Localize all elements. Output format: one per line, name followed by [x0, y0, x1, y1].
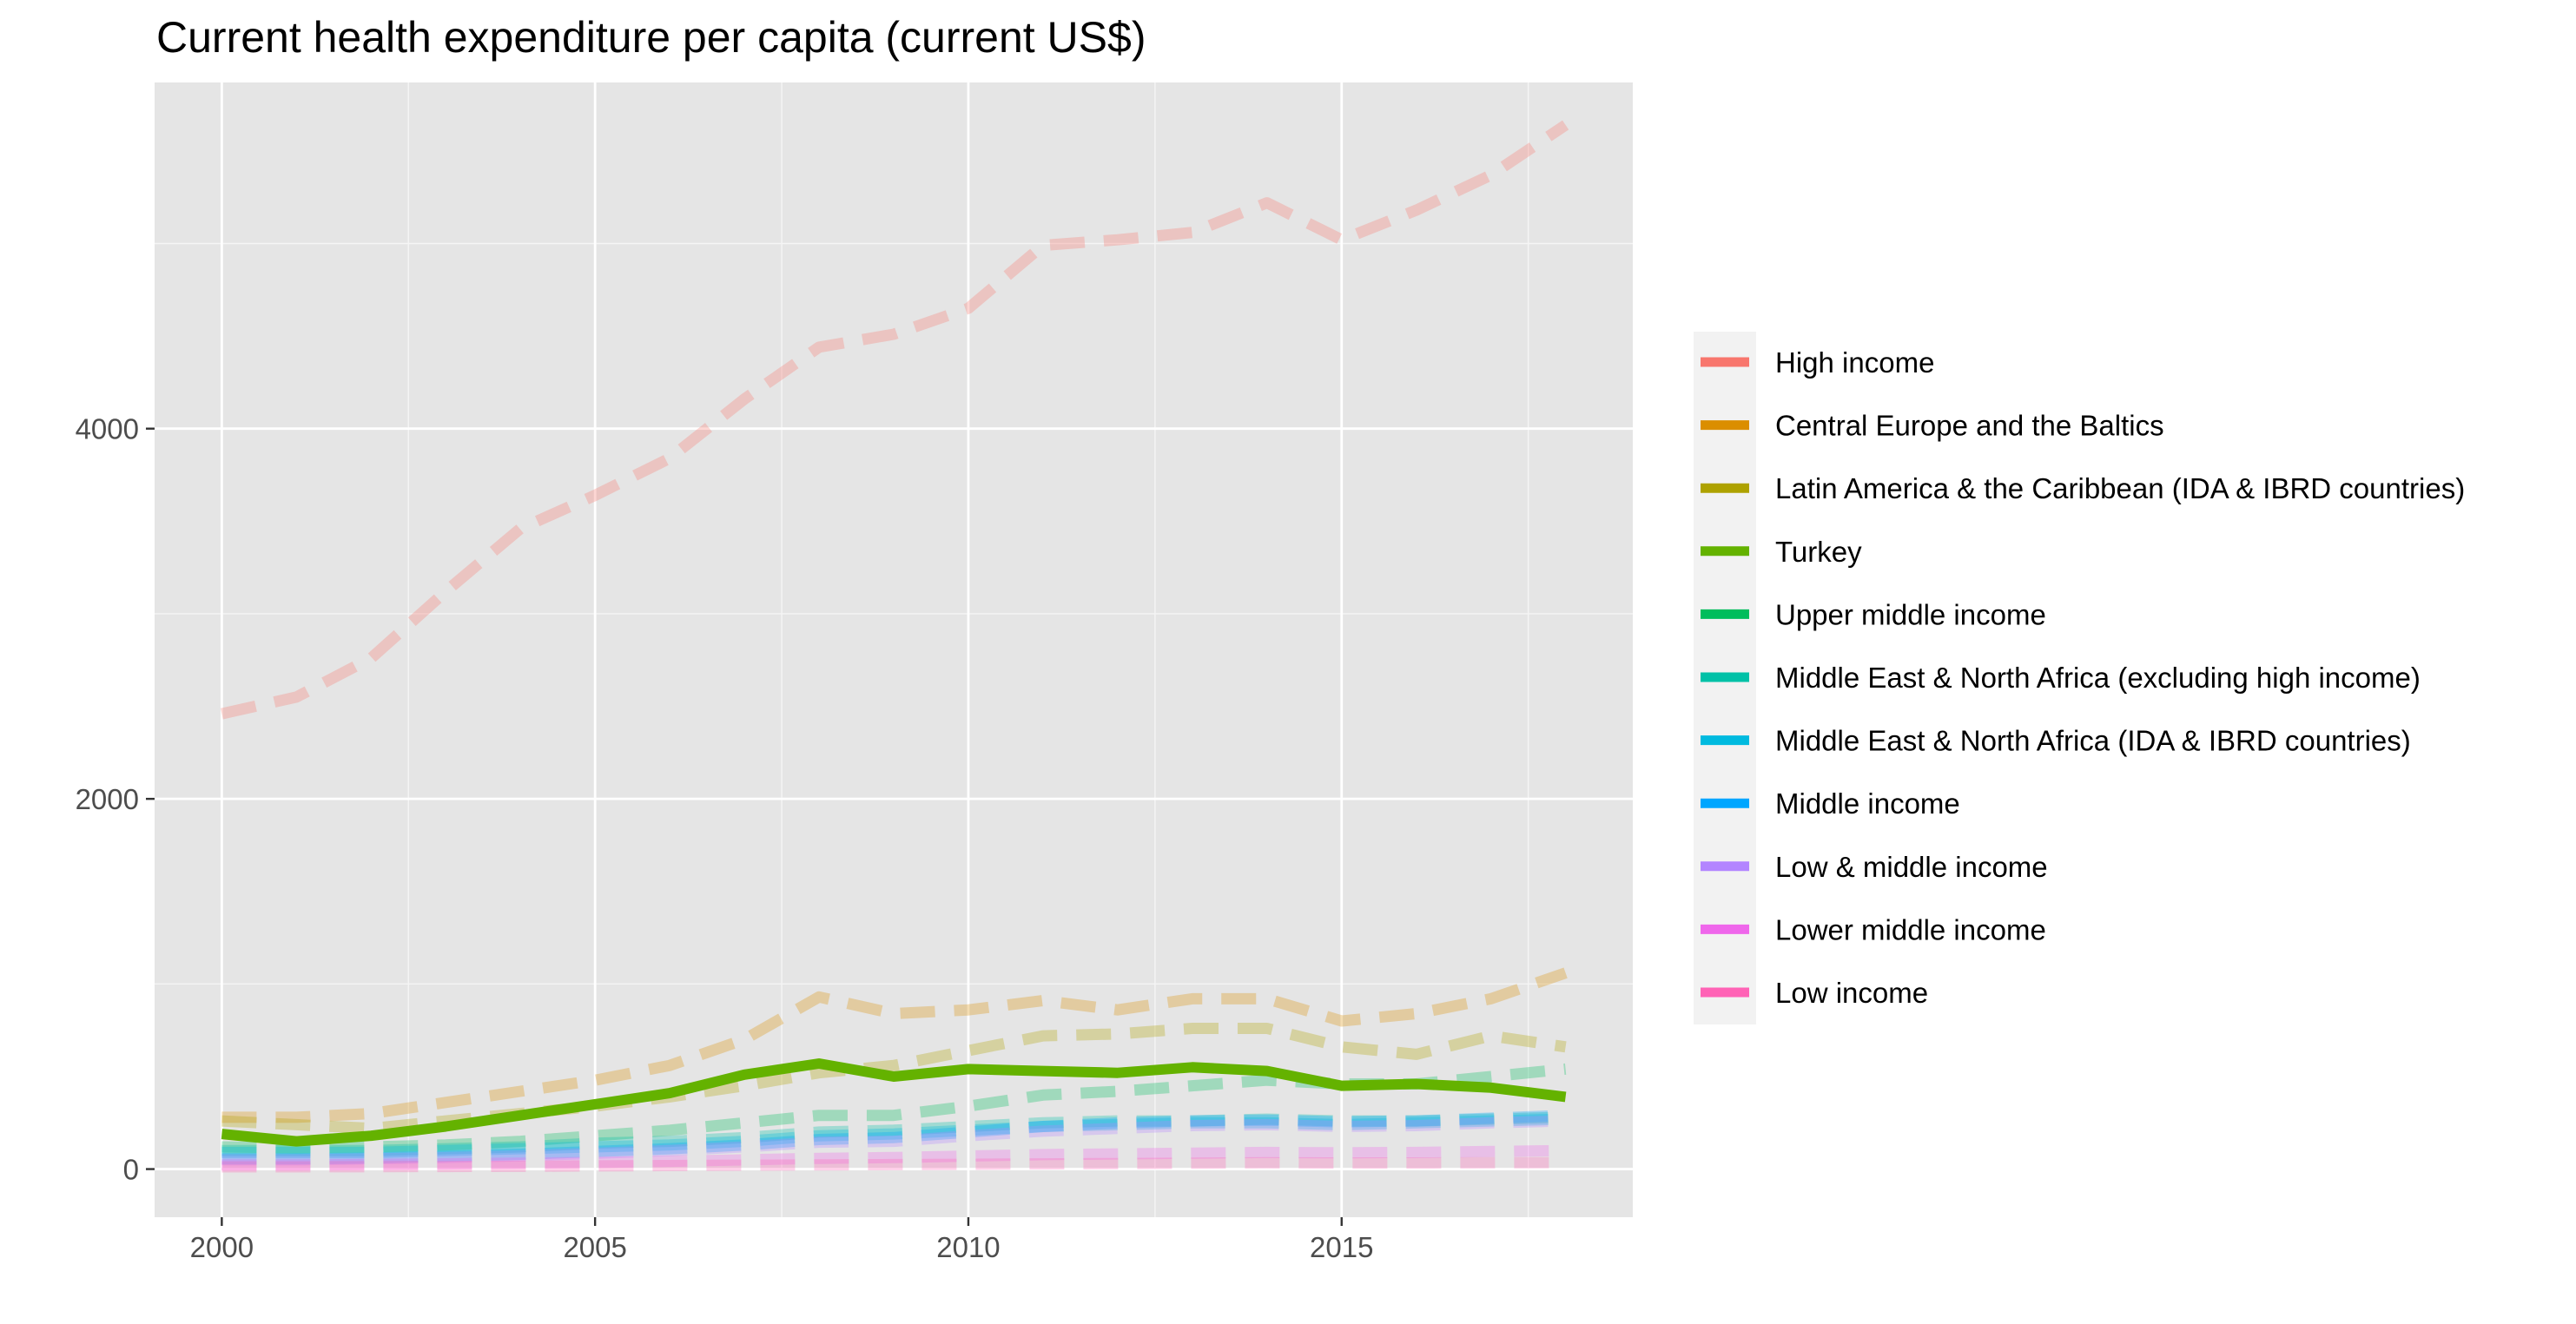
legend-label: Low & middle income: [1775, 851, 2048, 883]
legend-label: Upper middle income: [1775, 598, 2046, 630]
series-line-low-middle-income: [221, 1115, 1566, 1166]
axis-layer: 2000 2005 2010 2015 0 2000 4000: [76, 413, 1374, 1263]
legend-label: Lower middle income: [1775, 913, 2046, 945]
y-tick-label: 4000: [76, 413, 139, 445]
x-tick-label: 2005: [563, 1231, 626, 1263]
series-line-lower-middle-income: [221, 1144, 1566, 1171]
legend-label: Latin America & the Caribbean (IDA & IBR…: [1775, 472, 2465, 504]
x-tick-label: 2015: [1310, 1231, 1373, 1263]
y-tick-label: 0: [123, 1154, 139, 1186]
series-line-middle-east-north-africa-excluding-high-income-: [221, 1111, 1566, 1156]
series-line-high-income: [220, 120, 1569, 720]
series-line-upper-middle-income: [221, 1063, 1567, 1154]
chart-title: Current health expenditure per capita (c…: [156, 13, 1146, 62]
legend-label: Middle income: [1775, 787, 1960, 820]
plot-panel: [155, 82, 1633, 1217]
series-line-latin-america-the-caribbean-ida-ibrd-countries-: [221, 1023, 1567, 1135]
x-tick-label: 2000: [190, 1231, 254, 1263]
series-line-low-income: [221, 1156, 1566, 1173]
x-tick-label: 2010: [936, 1231, 1000, 1263]
series-layer: [220, 120, 1569, 1173]
legend-label: Middle East & North Africa (IDA & IBRD c…: [1775, 725, 2411, 757]
series-line-middle-east-north-africa-ida-ibrd-countries-: [221, 1113, 1566, 1158]
legend-label: Turkey: [1775, 536, 1862, 568]
series-line-middle-income: [221, 1110, 1566, 1165]
grid-major: [155, 82, 1633, 1217]
legend-label: High income: [1775, 346, 1934, 379]
legend: High income Central Europe and the Baltic…: [1701, 346, 2465, 1009]
series-line-turkey: [221, 1058, 1567, 1147]
legend-label: Middle East & North Africa (excluding hi…: [1775, 662, 2421, 694]
grid-minor: [155, 82, 1633, 1217]
y-tick-label: 2000: [76, 783, 139, 815]
legend-label: Low income: [1775, 977, 1928, 1009]
legend-label: Central Europe and the Baltics: [1775, 410, 2164, 442]
series-line-central-europe-and-the-baltics: [221, 967, 1568, 1123]
